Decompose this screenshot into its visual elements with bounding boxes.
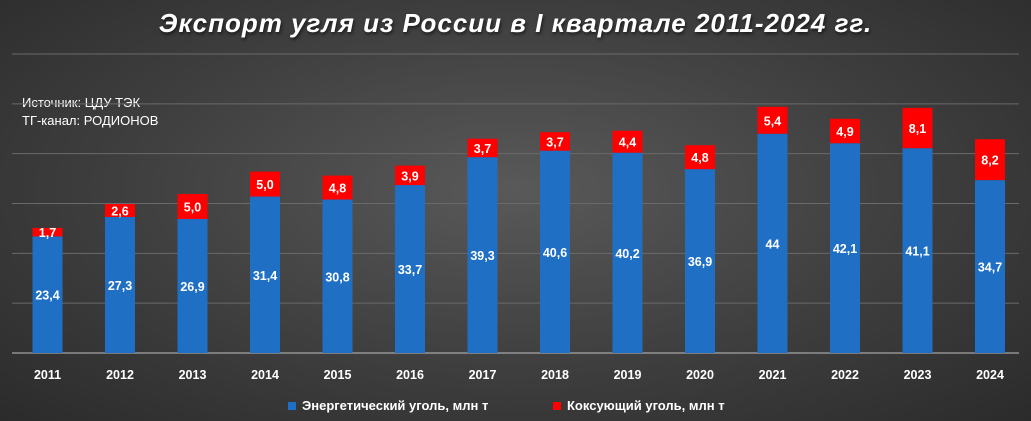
data-label-coking: 2,6 bbox=[111, 204, 128, 218]
data-label-coking: 4,8 bbox=[691, 151, 708, 165]
data-label-energy: 33,7 bbox=[398, 263, 422, 277]
data-label-energy: 31,4 bbox=[253, 269, 277, 283]
x-tick-label: 2024 bbox=[976, 368, 1004, 382]
bar-energy bbox=[395, 185, 425, 353]
bar-energy bbox=[612, 152, 643, 353]
bar-coking bbox=[540, 132, 570, 151]
x-tick-label: 2020 bbox=[686, 368, 714, 382]
x-tick-label: 2016 bbox=[396, 368, 424, 382]
data-label-energy: 39,3 bbox=[470, 249, 494, 263]
bar-coking bbox=[975, 139, 1005, 181]
legend-item-energy: Энергетический уголь, млн т bbox=[288, 398, 488, 413]
bar-coking bbox=[322, 175, 353, 200]
data-label-coking: 1,7 bbox=[39, 226, 56, 240]
bar-energy bbox=[975, 180, 1005, 353]
bar-coking bbox=[902, 107, 933, 149]
bar-coking bbox=[757, 106, 788, 134]
x-tick-label: 2018 bbox=[541, 368, 569, 382]
data-label-energy: 42,1 bbox=[833, 242, 857, 256]
bar-coking bbox=[685, 145, 715, 170]
data-label-coking: 3,7 bbox=[546, 135, 563, 149]
bar-energy bbox=[757, 133, 788, 353]
data-label-coking: 5,0 bbox=[184, 200, 201, 214]
x-tick-label: 2013 bbox=[179, 368, 207, 382]
bar-energy bbox=[32, 236, 63, 353]
bar-energy bbox=[902, 148, 933, 353]
data-label-coking: 5,0 bbox=[256, 178, 273, 192]
bar-energy bbox=[467, 157, 498, 353]
chart-title: Экспорт угля из России в I квартале 2011… bbox=[158, 8, 873, 38]
data-label-coking: 4,4 bbox=[619, 136, 636, 150]
bar-energy bbox=[540, 150, 570, 353]
data-label-energy: 44 bbox=[766, 237, 780, 251]
bar-coking bbox=[830, 118, 860, 144]
data-label-energy: 27,3 bbox=[108, 279, 132, 293]
bar-energy bbox=[322, 199, 353, 353]
bar-coking bbox=[612, 130, 643, 153]
bar-energy bbox=[177, 218, 208, 353]
bar-coking bbox=[177, 194, 208, 219]
data-label-energy: 40,6 bbox=[543, 246, 567, 260]
x-tick-label: 2021 bbox=[759, 368, 787, 382]
data-label-energy: 34,7 bbox=[978, 261, 1002, 275]
x-tick-label: 2022 bbox=[831, 368, 859, 382]
bar-energy bbox=[250, 196, 280, 353]
data-label-energy: 30,8 bbox=[325, 270, 349, 284]
data-label-coking: 8,2 bbox=[981, 154, 998, 168]
data-label-coking: 3,7 bbox=[474, 142, 491, 156]
legend-label-energy: Энергетический уголь, млн т bbox=[302, 398, 489, 413]
legend-swatch-coking bbox=[553, 401, 561, 410]
data-label-coking: 3,9 bbox=[401, 169, 418, 183]
data-label-energy: 36,9 bbox=[688, 255, 712, 269]
x-tick-label: 2011 bbox=[34, 368, 61, 382]
legend-item-coking: Коксующий уголь, млн т bbox=[553, 398, 725, 413]
legend-swatch-energy bbox=[288, 401, 296, 410]
bar-coking bbox=[105, 203, 135, 217]
x-tick-label: 2012 bbox=[106, 368, 134, 382]
legend-label-coking: Коксующий уголь, млн т bbox=[567, 398, 725, 413]
bar-coking bbox=[250, 171, 280, 197]
data-label-energy: 23,4 bbox=[35, 289, 59, 303]
bar-coking bbox=[395, 165, 425, 186]
bar-coking bbox=[467, 138, 498, 158]
data-label-coking: 8,1 bbox=[909, 122, 926, 136]
data-label-coking: 4,8 bbox=[329, 182, 346, 196]
source-label: Источник: ЦДУ ТЭК bbox=[22, 95, 141, 110]
data-label-coking: 4,9 bbox=[836, 125, 853, 139]
bar-energy bbox=[830, 143, 860, 353]
x-tick-label: 2019 bbox=[614, 368, 642, 382]
data-label-energy: 26,9 bbox=[180, 280, 204, 294]
data-label-energy: 40,2 bbox=[615, 247, 639, 261]
channel-label: ТГ-канал: РОДИОНОВ bbox=[22, 113, 159, 128]
data-label-coking: 5,4 bbox=[764, 114, 781, 128]
x-tick-label: 2014 bbox=[251, 368, 279, 382]
bar-energy bbox=[685, 169, 715, 353]
bar-energy bbox=[105, 216, 135, 353]
x-tick-label: 2023 bbox=[904, 368, 932, 382]
x-tick-label: 2017 bbox=[469, 368, 497, 382]
x-tick-label: 2015 bbox=[324, 368, 352, 382]
data-label-energy: 41,1 bbox=[905, 245, 929, 259]
bar-coking bbox=[32, 227, 63, 237]
